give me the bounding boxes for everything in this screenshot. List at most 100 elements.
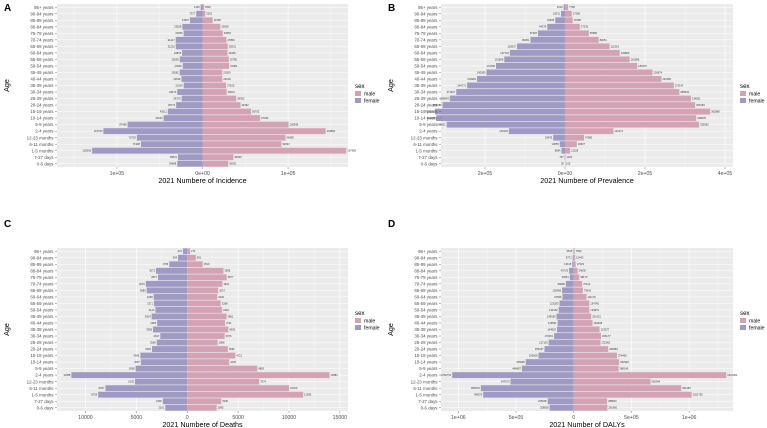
bar-male — [202, 115, 261, 122]
y-tick-label: 20-24 years — [30, 103, 54, 108]
bar-female — [449, 95, 565, 102]
data-label-male: 3288 — [222, 301, 228, 305]
bar-female — [563, 4, 565, 11]
bar-female — [178, 254, 188, 261]
data-label-male: 36030 — [234, 155, 242, 159]
data-label-male: 29531 — [229, 44, 237, 48]
y-tick-label: 0-6 days — [37, 405, 55, 410]
bar-male — [573, 398, 608, 405]
y-tick-label: 6-11 months — [413, 142, 438, 147]
data-label-female: 196380 — [477, 70, 486, 74]
bar-male — [187, 287, 219, 294]
bar-female — [467, 82, 565, 89]
legend-title: sex — [740, 83, 751, 90]
data-label-male: 272147 — [675, 83, 684, 87]
bar-male — [187, 378, 260, 385]
x-tick-label: 2e+05 — [638, 171, 653, 177]
bar-female — [557, 320, 574, 326]
data-label-female: 71908 — [133, 142, 141, 146]
bar-male — [202, 160, 229, 167]
bar-male — [187, 398, 222, 405]
data-label-female: 31216 — [168, 44, 176, 48]
bar-female — [480, 385, 574, 392]
bar-male — [573, 326, 600, 333]
y-tick-label: 1-5 months — [416, 392, 439, 397]
y-tick-label: 12-23 months — [27, 379, 55, 384]
data-label-male: 362886 — [711, 109, 720, 113]
bar-female — [510, 378, 574, 385]
bar-male — [187, 339, 218, 346]
bar-female — [569, 267, 574, 274]
y-tick-label: 12-23 months — [411, 135, 439, 140]
data-label-male: 1200 — [566, 155, 572, 159]
data-label-male: 11968 — [214, 18, 222, 22]
bar-male — [202, 36, 227, 43]
data-label-female: 448687 — [512, 367, 521, 371]
legend-label-male: male — [364, 91, 375, 97]
bar-male — [565, 49, 620, 56]
bar-female — [530, 36, 565, 43]
data-label-female: 97696 — [554, 295, 562, 299]
data-label-male: 3037 — [219, 288, 225, 292]
data-label-male: 31081 — [230, 64, 238, 68]
y-tick-label: 35-39 years — [414, 327, 438, 332]
bar-female — [127, 121, 203, 128]
data-label-female: 100998 — [552, 288, 561, 292]
y-tick-label: 15-19 years — [414, 353, 438, 358]
x-tick-label: 5e+05 — [509, 415, 524, 421]
data-label-male: 10010 — [290, 386, 298, 390]
y-tick-label: 25-29 years — [30, 340, 54, 345]
data-label-male: 3461 — [223, 282, 229, 286]
data-label-male: 3558 — [224, 269, 230, 273]
x-tick-label: 0e+00 — [195, 171, 210, 177]
bar-female — [556, 313, 574, 320]
bar-female — [156, 339, 188, 346]
bar-male — [565, 56, 630, 63]
data-label-male: 393346 — [620, 360, 629, 364]
bar-male — [573, 404, 608, 411]
bar-female — [162, 398, 188, 405]
data-label-female: 2146 — [194, 5, 200, 9]
data-label-female: 415648 — [516, 360, 525, 364]
bar-female — [175, 43, 203, 50]
legend-label-male: male — [749, 318, 760, 324]
bar-female — [557, 326, 574, 333]
bar-male — [202, 43, 228, 50]
y-tick-label: 45-49 years — [414, 314, 438, 319]
bar-male — [573, 254, 576, 261]
data-label-female: 24370 — [173, 96, 181, 100]
bar-female — [136, 134, 203, 141]
x-tick-label: 5000 — [131, 415, 143, 421]
data-label-female: 1766 — [162, 262, 168, 266]
y-tick-label: 35-39 years — [30, 83, 54, 88]
legend-swatch-male — [740, 318, 746, 323]
bar-male — [573, 313, 592, 320]
y-tick-label: 40-44 years — [414, 77, 438, 82]
y-tick-label: 75-79 years — [30, 31, 54, 36]
y-tick-label: 6-11 months — [29, 142, 54, 147]
y-tick-label: 60-64 years — [30, 51, 54, 56]
data-label-female: 8684 — [555, 149, 561, 153]
bar-female — [554, 333, 574, 339]
bar-female — [169, 261, 188, 268]
y-tick-label: 5-9 years — [35, 366, 54, 371]
bar-female — [183, 82, 203, 89]
y-tick-label: 1-5 months — [416, 148, 439, 153]
legend-swatch-male — [355, 91, 361, 96]
data-label-male: 29156 — [228, 51, 236, 55]
data-label-male: 111179 — [588, 295, 597, 299]
data-label-male: 374469 — [618, 353, 627, 357]
data-label-male: 48170 — [580, 275, 588, 279]
y-tick-label: 0-6 days — [421, 161, 439, 166]
panel-label: B — [388, 3, 395, 14]
legend-swatch-female — [740, 98, 746, 103]
data-label-female: 170451 — [544, 334, 553, 338]
data-label-female: 2871 — [151, 275, 157, 279]
bar-male — [565, 89, 680, 95]
bar-female — [181, 95, 203, 102]
bar-male — [565, 82, 674, 89]
y-tick-label: 65-69 years — [30, 288, 54, 293]
bar-male — [202, 141, 282, 148]
bar-female — [158, 274, 188, 281]
